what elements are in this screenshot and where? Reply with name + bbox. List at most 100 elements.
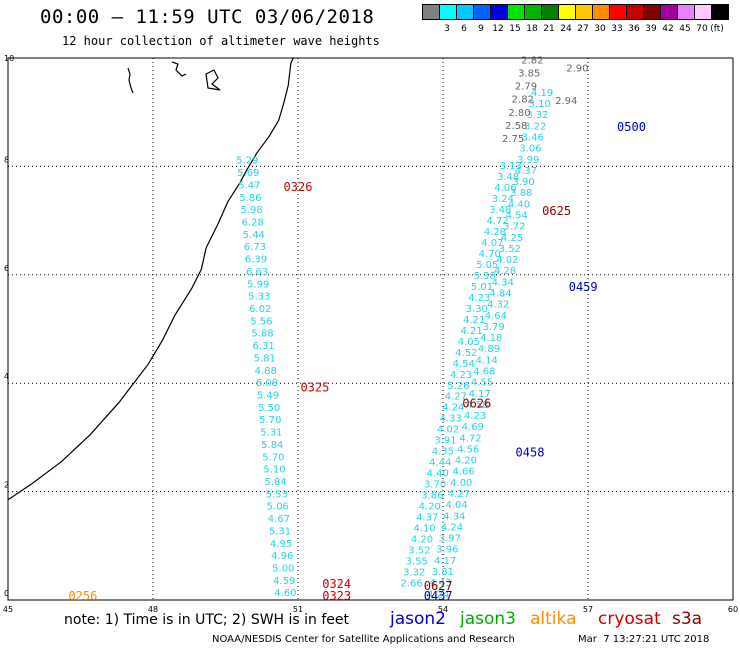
wave-height-label: 4.34: [492, 277, 514, 288]
pass-time-label: 0437: [424, 589, 453, 603]
wave-height-label: 4.54: [506, 211, 528, 222]
pass-time-label: 0458: [516, 445, 545, 459]
wave-height-label: 4.68: [473, 367, 495, 378]
wave-height-label: 5.06: [267, 502, 289, 513]
wave-height-label: 5.05: [476, 260, 498, 271]
wave-height-label: 4.24: [441, 522, 463, 533]
wave-height-label: 4.95: [270, 539, 292, 550]
pass-time-label: 0459: [569, 280, 598, 294]
wave-height-label: 4.05: [458, 337, 480, 348]
wave-height-label: 4.54: [453, 359, 475, 370]
wave-height-label: 4.20: [455, 456, 477, 467]
island-outline: [205, 69, 221, 91]
wave-height-label: 2.82: [521, 55, 543, 66]
wave-height-label: 5.70: [259, 415, 281, 426]
wave-height-label: 3.79: [482, 322, 504, 333]
pass-time-label: 0500: [617, 120, 646, 134]
legend-cryosat: cryosat: [598, 609, 661, 629]
wave-height-label: 4.28: [494, 266, 516, 277]
legend-note: note: 1) Time is in UTC; 2) SWH is in fe…: [64, 612, 350, 628]
scale-unit: (ft): [710, 24, 724, 34]
island-outline: [171, 61, 187, 77]
wave-height-label: 3.10: [529, 99, 551, 110]
wave-height-label: 4.23: [468, 293, 490, 304]
scale-label: 42: [662, 24, 674, 34]
wave-height-label: 4.69: [462, 422, 484, 433]
wave-height-label: 2.82: [512, 95, 534, 106]
wave-height-label: 3.48: [489, 205, 511, 216]
wave-height-label: 3.52: [499, 244, 521, 255]
wave-height-label: 5.49: [257, 391, 279, 402]
wave-height-label: 3.48: [497, 172, 519, 183]
pass-time-label: 0256: [68, 589, 97, 603]
y-tick-label: 0: [4, 589, 9, 598]
wave-height-label: 4.35: [432, 447, 454, 458]
wave-height-label: 4.21: [460, 326, 482, 337]
credit-organization: NOAA/NESDIS Center for Satellite Applica…: [212, 634, 515, 645]
legend-altika: altika: [530, 609, 577, 629]
wave-height-label: 3.85: [518, 69, 540, 80]
wave-height-label: 3.70: [424, 480, 446, 491]
wave-height-label: 4.84: [489, 289, 511, 300]
wave-height-label: 4.59: [273, 576, 295, 587]
wave-height-label: 3.52: [408, 546, 430, 557]
wave-height-label: 4.32: [487, 300, 509, 311]
wave-height-label: 2.94: [555, 96, 577, 107]
wave-height-label: 4.02: [437, 425, 459, 436]
scale-label: 30: [594, 24, 606, 34]
wave-height-label: 3.32: [526, 110, 548, 121]
y-tick-label: 6: [4, 264, 9, 273]
scale-label: 70: [696, 24, 708, 34]
wave-height-label: 3.32: [403, 568, 425, 579]
wave-height-label: 4.23: [450, 370, 472, 381]
pass-time-label: 0323: [322, 589, 351, 603]
wave-height-label: 4.21: [463, 315, 485, 326]
wave-height-label: 5.98: [240, 205, 262, 216]
wave-height-label: 5.50: [258, 403, 280, 414]
wave-height-label: 6.39: [245, 255, 267, 266]
wave-height-label: 5.81: [254, 353, 276, 364]
wave-height-label: 3.90: [512, 177, 534, 188]
scale-label: 21: [543, 24, 555, 34]
wave-height-label: 5.88: [251, 329, 273, 340]
wave-height-label: 4.20: [411, 535, 433, 546]
pass-time-label: 0324: [322, 577, 351, 591]
wave-height-label: 3.46: [522, 133, 544, 144]
legend-jason2: jason2: [390, 609, 446, 629]
wave-height-label: 2.58: [505, 121, 527, 132]
wave-height-label: 4.89: [478, 344, 500, 355]
scale-label: 33: [611, 24, 623, 34]
wave-height-label: 4.17: [469, 389, 491, 400]
wave-height-label: 5.26: [447, 381, 469, 392]
x-tick-label: 51: [293, 605, 303, 614]
x-tick-label: 57: [583, 605, 593, 614]
y-tick-label: 8: [4, 155, 9, 164]
wave-height-label: 6.31: [252, 341, 274, 352]
x-tick-label: 60: [728, 605, 738, 614]
wave-height-label: 4.72: [486, 216, 508, 227]
wave-height-label: 5.00: [272, 564, 294, 575]
wave-height-label: 5.99: [247, 279, 269, 290]
wave-height-label: 4.07: [481, 238, 503, 249]
wave-height-label: 4.00: [450, 478, 472, 489]
y-tick-label: 4: [4, 372, 9, 381]
wave-height-label: 4.72: [459, 433, 481, 444]
wave-height-label: 3.13: [500, 161, 522, 172]
wave-height-label: 2.75: [502, 134, 524, 145]
wave-height-label: 4.23: [464, 411, 486, 422]
wave-height-label: 4.67: [268, 514, 290, 525]
wave-height-label: 3.24: [492, 194, 514, 205]
wave-height-label: 2.66: [400, 579, 422, 590]
x-tick-label: 48: [148, 605, 158, 614]
wave-height-label: 4.10: [413, 524, 435, 535]
wave-height-label: 5.69: [237, 168, 259, 179]
wave-height-label: 4.27: [448, 489, 470, 500]
wave-height-label: 5.47: [238, 180, 260, 191]
scale-label: 12: [492, 24, 504, 34]
wave-height-label: 4.02: [496, 255, 518, 266]
wave-height-label: 4.18: [480, 333, 502, 344]
wave-height-label: 4.40: [508, 199, 530, 210]
wave-height-label: 4.19: [531, 88, 553, 99]
wave-height-label: 4.27: [445, 392, 467, 403]
